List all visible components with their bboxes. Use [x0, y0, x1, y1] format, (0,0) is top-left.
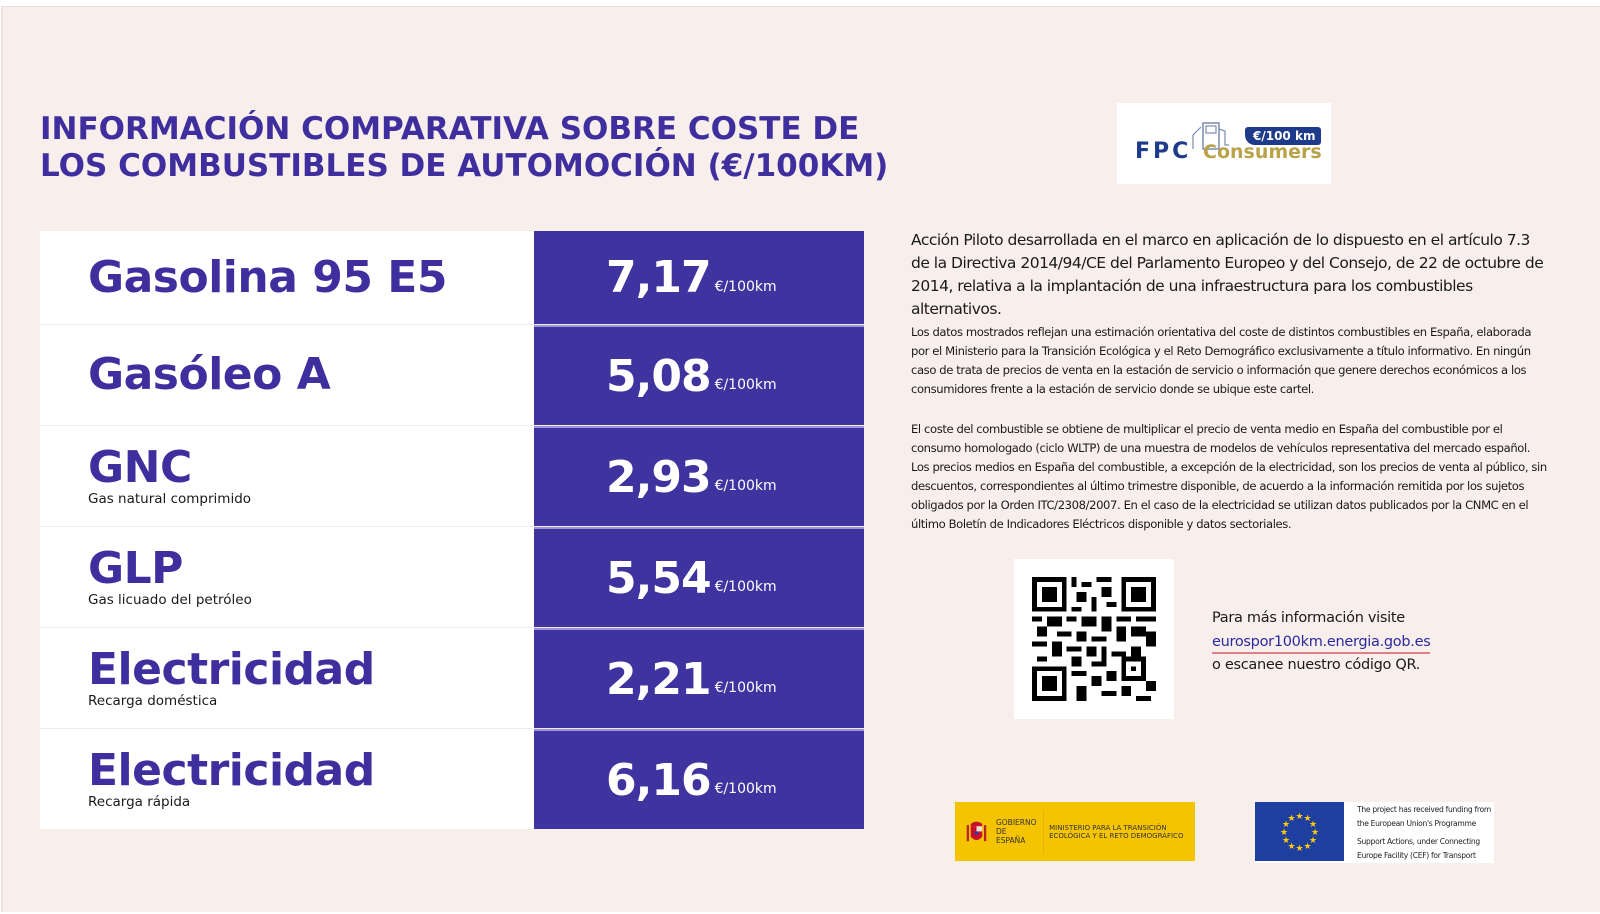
- logo-consumers-text: Consumers: [1203, 141, 1322, 163]
- fuel-value: 5,54: [606, 552, 712, 604]
- fuel-subtitle: Recarga doméstica: [88, 693, 218, 709]
- fuel-value-cell: 2,93 €/100km: [534, 426, 864, 526]
- eu-funding-text: The project has received funding from th…: [1344, 802, 1494, 863]
- fuel-name-cell: GNC Gas natural comprimido: [40, 426, 534, 526]
- fuel-name: GNC: [88, 442, 192, 493]
- qr-code-icon: [1032, 577, 1156, 701]
- fuel-subtitle: Gas licuado del petróleo: [88, 592, 252, 608]
- logo-fpc-text: FPC: [1135, 139, 1192, 164]
- logo-price-tag: €/100 km: [1245, 127, 1322, 145]
- more-info: Para más información visite eurospor100k…: [1212, 607, 1431, 678]
- fuel-value-cell: 6,16 €/100km: [534, 729, 864, 829]
- fuel-name: Electricidad: [88, 644, 375, 695]
- fuel-row-electricidad-rapida: Electricidad Recarga rápida 6,16 €/100km: [40, 728, 864, 829]
- eu-funding-line-1: The project has received funding from th…: [1357, 805, 1491, 828]
- disclaimer-paragraph: Los datos mostrados reflejan una estimac…: [911, 325, 1532, 396]
- svg-text:★: ★: [1309, 820, 1317, 830]
- qr-code[interactable]: [1014, 559, 1174, 719]
- fuel-subtitle: Recarga rápida: [88, 794, 191, 810]
- fuel-row-electricidad-domestica: Electricidad Recarga doméstica 2,21 €/10…: [40, 627, 864, 728]
- svg-text:★: ★: [1282, 836, 1290, 846]
- fpc-consumers-logo: FPC Consumers €/100 km: [1117, 103, 1331, 184]
- intro-text: Acción Piloto desarrollada en el marco e…: [911, 231, 1544, 318]
- fuel-name-cell: Electricidad Recarga rápida: [40, 729, 534, 829]
- svg-text:★: ★: [1280, 828, 1288, 838]
- fuel-name-cell: Gasolina 95 E5: [40, 231, 534, 324]
- fuel-name-cell: Gasóleo A: [40, 325, 534, 425]
- svg-text:★: ★: [1295, 812, 1303, 822]
- fuel-value: 2,93: [606, 451, 712, 503]
- fuel-value: 6,16: [606, 754, 712, 806]
- fuel-unit: €/100km: [714, 680, 777, 696]
- svg-text:★: ★: [1295, 844, 1303, 854]
- fuel-value-cell: 5,08 €/100km: [534, 325, 864, 425]
- fuel-name-cell: GLP Gas licuado del petróleo: [40, 527, 534, 627]
- spain-coat-of-arms-icon: [966, 821, 987, 841]
- svg-text:★: ★: [1287, 814, 1295, 824]
- svg-text:★: ★: [1309, 836, 1317, 846]
- eu-funding-line-2: Support Actions, under Connecting Europe…: [1357, 837, 1480, 860]
- fuel-unit: €/100km: [714, 278, 777, 295]
- fuel-unit: €/100km: [714, 781, 777, 797]
- methodology-paragraph: El coste del combustible se obtiene de m…: [911, 422, 1547, 531]
- fuel-value: 2,21: [606, 653, 712, 705]
- svg-text:★: ★: [1303, 842, 1311, 852]
- fuel-row-gasoleo: Gasóleo A 5,08 €/100km: [40, 324, 864, 425]
- website-link[interactable]: eurospor100km.energia.gob.es: [1212, 633, 1431, 654]
- gobierno-espana-logo: GOBIERNO DE ESPAÑA MINISTERIO PARA LA TR…: [955, 802, 1195, 861]
- fuel-name: Gasolina 95 E5: [88, 251, 447, 303]
- fuel-value-cell: 7,17 €/100km: [534, 231, 864, 324]
- fuel-pump-icon: [1192, 122, 1229, 150]
- qr-instruction: o escanee nuestro código QR.: [1212, 657, 1421, 673]
- eu-flag-icon: ★ ★ ★ ★ ★ ★ ★ ★ ★ ★ ★ ★: [1255, 802, 1344, 861]
- fuel-unit: €/100km: [714, 478, 777, 494]
- gov-name: GOBIERNO DE ESPAÑA: [995, 818, 1037, 845]
- fuel-name: Gasóleo A: [88, 349, 331, 400]
- fuel-name: GLP: [88, 543, 183, 594]
- fuel-subtitle: Gas natural comprimido: [88, 491, 252, 507]
- fuel-value-cell: 5,54 €/100km: [534, 527, 864, 627]
- fuel-name: Electricidad: [88, 745, 375, 796]
- title-line-1: INFORMACIÓN COMPARATIVA SOBRE COSTE DE: [40, 111, 860, 147]
- fuel-value: 7,17: [606, 252, 712, 303]
- eu-funding-logo: ★ ★ ★ ★ ★ ★ ★ ★ ★ ★ ★ ★ The project has …: [1255, 802, 1494, 863]
- fuel-row-glp: GLP Gas licuado del petróleo 5,54 €/100k…: [40, 526, 864, 627]
- fuel-name-cell: Electricidad Recarga doméstica: [40, 628, 534, 728]
- svg-text:★: ★: [1282, 820, 1290, 830]
- svg-text:★: ★: [1287, 842, 1295, 852]
- fuel-row-gnc: GNC Gas natural comprimido 2,93 €/100km: [40, 425, 864, 526]
- svg-text:★: ★: [1311, 828, 1319, 838]
- ministry-name: MINISTERIO PARA LA TRANSICIÓN ECOLÓGICA …: [1049, 823, 1184, 840]
- more-info-label: Para más información visite: [1212, 610, 1405, 626]
- svg-text:★: ★: [1303, 814, 1311, 824]
- gov-logo-divider: [1042, 809, 1044, 854]
- fuel-cost-table: Gasolina 95 E5 7,17 €/100km Gasóleo A 5,…: [40, 231, 864, 829]
- fuel-row-gasolina: Gasolina 95 E5 7,17 €/100km: [40, 231, 864, 324]
- fuel-value-cell: 2,21 €/100km: [534, 628, 864, 728]
- fuel-unit: €/100km: [714, 579, 777, 595]
- fuel-value: 5,08: [606, 350, 712, 402]
- fuel-unit: €/100km: [714, 377, 777, 393]
- page-title: INFORMACIÓN COMPARATIVA SOBRE COSTE DE L…: [40, 111, 900, 185]
- poster: INFORMACIÓN COMPARATIVA SOBRE COSTE DE L…: [1, 6, 1600, 912]
- title-line-2: LOS COMBUSTIBLES DE AUTOMOCIÓN (€/100KM): [40, 148, 889, 184]
